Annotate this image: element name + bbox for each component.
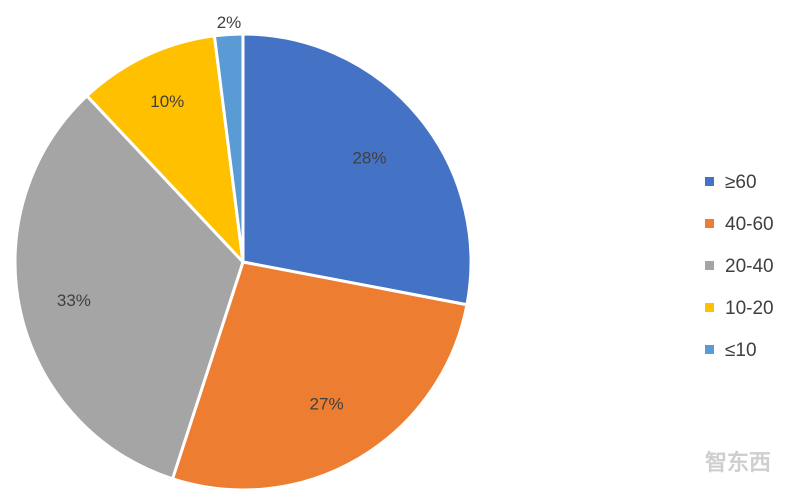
legend-swatch-1 <box>705 219 714 228</box>
watermark-text: 智东西 <box>705 450 771 475</box>
legend-swatch-3 <box>705 303 714 312</box>
pie-slice-label-3: 10% <box>150 92 184 111</box>
pie-slices <box>13 32 473 492</box>
legend-swatch-0 <box>705 177 714 186</box>
pie-slice-1 <box>171 260 469 492</box>
legend: ≥60 40-60 20-40 10-20 ≤10 <box>705 172 774 361</box>
pie-slice-label-4: 2% <box>217 13 242 32</box>
watermark: 智东西 <box>705 450 771 475</box>
pie-slice-3 <box>85 34 245 264</box>
pie-slice-0 <box>241 32 473 307</box>
pie-slice-label-0: 28% <box>352 148 386 167</box>
pie-slice-4 <box>212 32 245 264</box>
pie-slice-2 <box>13 94 245 481</box>
legend-label-1: 40-60 <box>725 214 774 235</box>
pie-slice-label-2: 33% <box>57 291 91 310</box>
legend-label-3: 10-20 <box>725 298 774 319</box>
legend-swatch-2 <box>705 261 714 270</box>
legend-label-0: ≥60 <box>725 172 757 193</box>
legend-label-2: 20-40 <box>725 256 774 277</box>
legend-swatch-4 <box>705 345 714 354</box>
pie-slice-label-1: 27% <box>310 394 344 413</box>
pie-slice-labels: 28% 27% 33% 10% 2% <box>57 13 387 413</box>
legend-label-4: ≤10 <box>725 340 757 361</box>
